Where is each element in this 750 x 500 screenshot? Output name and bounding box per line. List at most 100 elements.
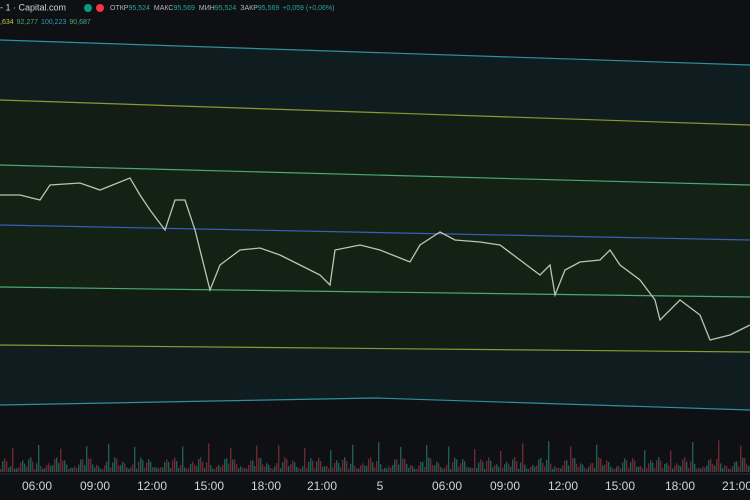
volume-bar xyxy=(372,462,374,472)
volume-bar xyxy=(724,464,726,472)
volume-bar xyxy=(686,461,688,472)
volume-bar xyxy=(280,468,282,472)
ohlc-value: 95,569 xyxy=(173,5,195,12)
volume-bar xyxy=(76,468,78,472)
volume-bar xyxy=(626,460,628,472)
volume-bar xyxy=(44,468,46,472)
volume-bar xyxy=(596,444,598,472)
volume-bar xyxy=(378,442,380,472)
volume-bar xyxy=(464,461,466,472)
volume-bar xyxy=(340,467,342,472)
band-fills xyxy=(0,40,750,410)
volume-bar xyxy=(574,458,576,472)
volume-bar xyxy=(6,461,8,472)
volume-bar xyxy=(370,457,372,472)
volume-bar xyxy=(228,463,230,472)
volume-bar xyxy=(444,467,446,472)
volume-bar xyxy=(716,458,718,472)
ohlc-value: 95,524 xyxy=(128,5,150,12)
volume-bar xyxy=(534,466,536,472)
volume-bar xyxy=(638,466,640,472)
indicator-legend: ,634 92,277 100,223 90,687 xyxy=(0,19,91,26)
volume-bar xyxy=(710,458,712,472)
volume-bar xyxy=(656,460,658,472)
time-label: 06:00 xyxy=(22,479,52,493)
volume-bar xyxy=(432,464,434,472)
volume-bar xyxy=(476,467,478,472)
volume-bar xyxy=(338,463,340,472)
volume-bar xyxy=(224,459,226,472)
volume-bar xyxy=(278,445,280,472)
volume-bar xyxy=(410,464,412,472)
volume-bar xyxy=(174,457,176,472)
volume-bar xyxy=(598,457,600,472)
volume-bar xyxy=(594,467,596,472)
time-label: 5 xyxy=(377,479,384,493)
volume-bar xyxy=(694,463,696,472)
volume-bar xyxy=(108,443,110,472)
volume-bar xyxy=(148,459,150,472)
volume-bar xyxy=(90,458,92,472)
volume-bar xyxy=(236,464,238,472)
volume-bar xyxy=(268,464,270,472)
volume-bar xyxy=(580,463,582,472)
volume-bar xyxy=(176,461,178,472)
volume-bar xyxy=(434,465,436,472)
volume-bar xyxy=(560,468,562,472)
volume-bar xyxy=(120,465,122,472)
volume-bar xyxy=(140,457,142,472)
volume-bar xyxy=(668,465,670,472)
volume-bar xyxy=(484,468,486,472)
volume-bar xyxy=(84,465,86,472)
volume-bar xyxy=(514,457,516,472)
indicator-text: ,634 92,277 100,223 90,687 xyxy=(0,19,91,26)
volume-bar xyxy=(106,461,108,472)
indicator-value: ,634 xyxy=(0,19,14,26)
volume-bar xyxy=(354,465,356,472)
volume-bar xyxy=(698,467,700,472)
volume-bar xyxy=(240,466,242,472)
volume-bar xyxy=(210,465,212,472)
price-line xyxy=(0,177,750,341)
volume-bar xyxy=(182,446,184,472)
change: +0,059 (+0,06%) xyxy=(282,5,334,12)
volume-bar xyxy=(600,458,602,472)
volume-bar xyxy=(564,460,566,472)
volume-bar xyxy=(418,465,420,472)
volume-bar xyxy=(68,468,70,472)
volume-bar xyxy=(266,463,268,472)
volume-bar xyxy=(720,463,722,472)
volume-bar xyxy=(160,467,162,472)
volume-bar xyxy=(400,446,402,472)
volume-bar xyxy=(506,461,508,472)
volume-bar xyxy=(300,468,302,472)
volume-bar xyxy=(452,462,454,472)
volume-bar xyxy=(424,466,426,472)
volume-bar xyxy=(450,468,452,472)
volume-bar xyxy=(40,466,42,472)
volume-bar xyxy=(654,468,656,472)
volume-bar xyxy=(156,467,158,472)
volume-bar xyxy=(406,463,408,472)
indicator-value: 100,223 xyxy=(41,19,66,26)
volume-bar xyxy=(292,460,294,472)
volume-bar xyxy=(708,460,710,472)
volume-bar xyxy=(390,467,392,472)
volume-bar xyxy=(556,467,558,472)
volume-bar xyxy=(82,459,84,472)
volume-bar xyxy=(582,464,584,472)
volume-bar xyxy=(180,464,182,472)
volume-bar xyxy=(18,467,20,472)
volume-bar xyxy=(562,465,564,472)
volume-bar xyxy=(244,467,246,472)
volume-bar xyxy=(344,457,346,472)
volume-bar xyxy=(186,468,188,472)
volume-bar xyxy=(248,465,250,472)
volume-bar xyxy=(212,468,214,472)
volume-bar xyxy=(496,464,498,472)
volume-bar xyxy=(590,463,592,472)
volume-bar xyxy=(392,465,394,472)
volume-bar xyxy=(474,449,476,472)
volume-bar xyxy=(10,466,12,472)
volume-bar xyxy=(298,468,300,472)
